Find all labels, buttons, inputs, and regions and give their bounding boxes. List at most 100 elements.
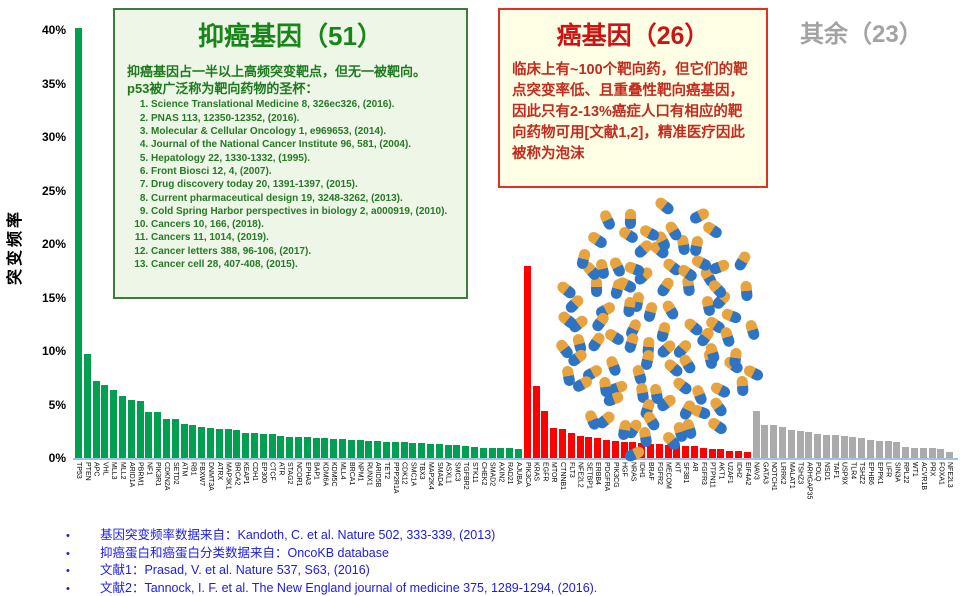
gene-label-NSD1: NSD1: [823, 462, 830, 481]
bar-EP300: [259, 434, 267, 458]
gene-label-U2AF1: U2AF1: [726, 462, 734, 484]
bar-TLR4: [849, 437, 857, 458]
gene-label-NFE2L2: NFE2L2: [576, 462, 584, 488]
gene-label-RPL22: RPL22: [902, 462, 910, 484]
bar-FGFR2: [655, 444, 663, 458]
bar-SF3B1: [682, 446, 690, 458]
pill-icon: [609, 277, 626, 300]
gene-label-LRRK2: LRRK2: [779, 462, 786, 485]
bar-PDGFRA: [603, 440, 610, 458]
gene-label-EPHB6: EPHB6: [867, 462, 874, 485]
bar-TSHZ3: [796, 431, 804, 458]
gene-label-SMC1A: SMC1A: [409, 462, 417, 487]
bar-STK11: [471, 447, 478, 458]
bar-SMC1A: [409, 443, 417, 458]
bar-KEAP1: [242, 433, 250, 458]
p53-line-colon: ：: [305, 80, 319, 96]
gene-label-PTEN: PTEN: [83, 462, 91, 481]
y-tick-30%: 30%: [41, 130, 66, 144]
gene-label-SETBP1: SETBP1: [585, 462, 593, 489]
bar-CDKN2A: [163, 419, 170, 458]
bar-BRCA2: [233, 430, 241, 458]
bullet-icon: •: [66, 565, 70, 577]
bar-PIK3CG: [611, 441, 619, 458]
bar-LRRK2: [779, 427, 786, 458]
oncogene-text-pre: 临床上有~100个靶向药，但它们的靶点突变率低、且重叠性靶向癌基因，因此只有: [512, 62, 748, 121]
gene-label-MLL2: MLL2: [119, 462, 126, 480]
drug-pills-cluster: [540, 192, 772, 470]
gene-label-APC: APC: [92, 462, 100, 477]
bar-MECOM: [664, 445, 672, 458]
bar-USP9X: [840, 436, 848, 458]
gene-label-AXIN2: AXIN2: [497, 462, 505, 483]
reference-item-8: Current pharmaceutical design 19, 3248-3…: [151, 192, 454, 205]
gene-label-BRCA2: BRCA2: [233, 462, 241, 486]
bar-ATRX: [215, 429, 223, 458]
gene-label-CDK12: CDK12: [400, 462, 408, 485]
reference-item-7: Drug discovery today 20, 1391-1397, (201…: [151, 178, 454, 191]
gene-label-PPP2R1A: PPP2R1A: [391, 462, 399, 494]
gene-label-AKT1: AKT1: [717, 462, 725, 480]
footer-sources: • 基因突变频率数据来自：Kandoth, C. et al. Nature 50…: [66, 527, 597, 596]
pill-icon: [671, 375, 694, 397]
y-tick-35%: 35%: [41, 76, 66, 91]
gene-label-HGF: HGF: [620, 462, 628, 477]
gene-label-IDH1: IDH1: [638, 462, 646, 478]
gene-label-ARID5B: ARID5B: [374, 462, 382, 488]
gene-label-AJUBA: AJUBA: [515, 462, 522, 485]
gene-label-TLR4: TLR4: [849, 462, 857, 480]
pill-icon: [597, 208, 617, 232]
bar-KIT: [673, 445, 681, 458]
gene-label-MLL3: MLL3: [110, 462, 118, 480]
pill-icon: [602, 326, 626, 347]
gene-label-MLL4: MLL4: [339, 462, 346, 480]
gene-label-EPPK1: EPPK1: [875, 462, 883, 485]
gene-label-MALAT1: MALAT1: [787, 462, 795, 489]
gene-label-SMAD4: SMAD4: [435, 462, 443, 487]
gene-label-KRAS: KRAS: [532, 462, 540, 482]
reference-item-12: Cancer letters 388, 96-106, (2017).: [151, 245, 454, 258]
gene-label-FLT3: FLT3: [567, 462, 575, 478]
bar-AXIN2: [497, 448, 505, 458]
gene-label-PTPN11: PTPN11: [708, 462, 716, 488]
gene-label-FGFR3: FGFR3: [699, 462, 707, 485]
bullet-icon: •: [66, 530, 70, 542]
gene-label-TBX3: TBX3: [418, 462, 426, 480]
reference-item-10: Cancers 10, 166, (2018).: [151, 218, 454, 231]
gene-label-PBRM1: PBRM1: [136, 462, 144, 487]
gene-label-SETD2: SETD2: [171, 462, 179, 485]
pill-icon: [705, 416, 729, 437]
bar-VHL: [101, 385, 109, 458]
bar-TSHZ2: [858, 438, 866, 458]
bar-POLQ: [814, 434, 822, 458]
bar-FGFR3: [699, 448, 707, 458]
reference-item-2: PNAS 113, 12350-12352, (2016).: [151, 112, 454, 125]
oncogene-box: 癌基因（26） 临床上有~100个靶向药，但它们的靶点突变率低、且重叠性靶向癌基…: [498, 8, 768, 188]
gene-label-NFE2L3: NFE2L3: [946, 462, 954, 488]
gene-label-USP9X: USP9X: [840, 462, 848, 485]
bar-SMAD4: [435, 444, 443, 458]
gene-label-KEAP1: KEAP1: [242, 462, 250, 485]
p53-line-bold: 靶向药物的圣杯: [214, 80, 306, 96]
bar-MLL2: [119, 396, 126, 458]
bar-BAP1: [312, 438, 320, 458]
bar-EPPK1: [875, 441, 883, 458]
p53-line-prefix: p53被广泛称为: [127, 80, 215, 96]
bar-NPM1: [356, 440, 364, 458]
gene-label-TAF1: TAF1: [831, 462, 839, 479]
bar-ARHGAP35: [805, 432, 813, 458]
footer-text: 基因突变频率数据来自：Kandoth, C. et al. Nature 502…: [100, 528, 496, 542]
footer-text: 抑癌蛋白和癌蛋白分类数据来自：OncoKB database: [100, 545, 389, 560]
bar-NF1: [145, 412, 153, 458]
bullet-icon: •: [66, 547, 70, 560]
bar-CTCF: [268, 434, 276, 458]
gene-label-ATR: ATR: [277, 462, 285, 476]
gene-label-WT1: WT1: [911, 462, 918, 477]
bar-HGF: [620, 442, 628, 458]
reference-list: Science Translational Medicine 8, 326ec3…: [127, 98, 454, 271]
pill-icon: [719, 325, 737, 349]
rest-genes-label: 其余（23）: [800, 21, 923, 48]
gene-label-ATM: ATM: [180, 462, 188, 477]
